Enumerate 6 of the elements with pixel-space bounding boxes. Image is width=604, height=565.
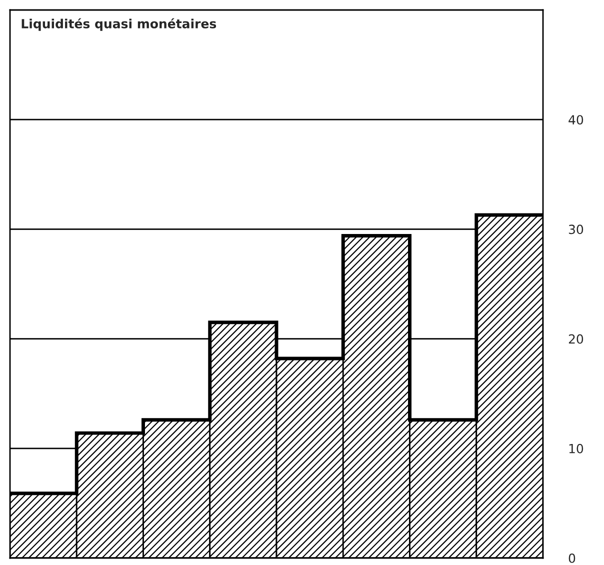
text: Liquidités quasi monétaires bbox=[22, 18, 216, 31]
y-tick-label: 30 bbox=[568, 224, 584, 234]
y-tick-label: 10 bbox=[569, 444, 584, 454]
y-tick-label: 0 bbox=[568, 553, 576, 563]
y-tick-label: 20 bbox=[568, 334, 584, 344]
y-tick-label: 40 bbox=[568, 115, 584, 125]
